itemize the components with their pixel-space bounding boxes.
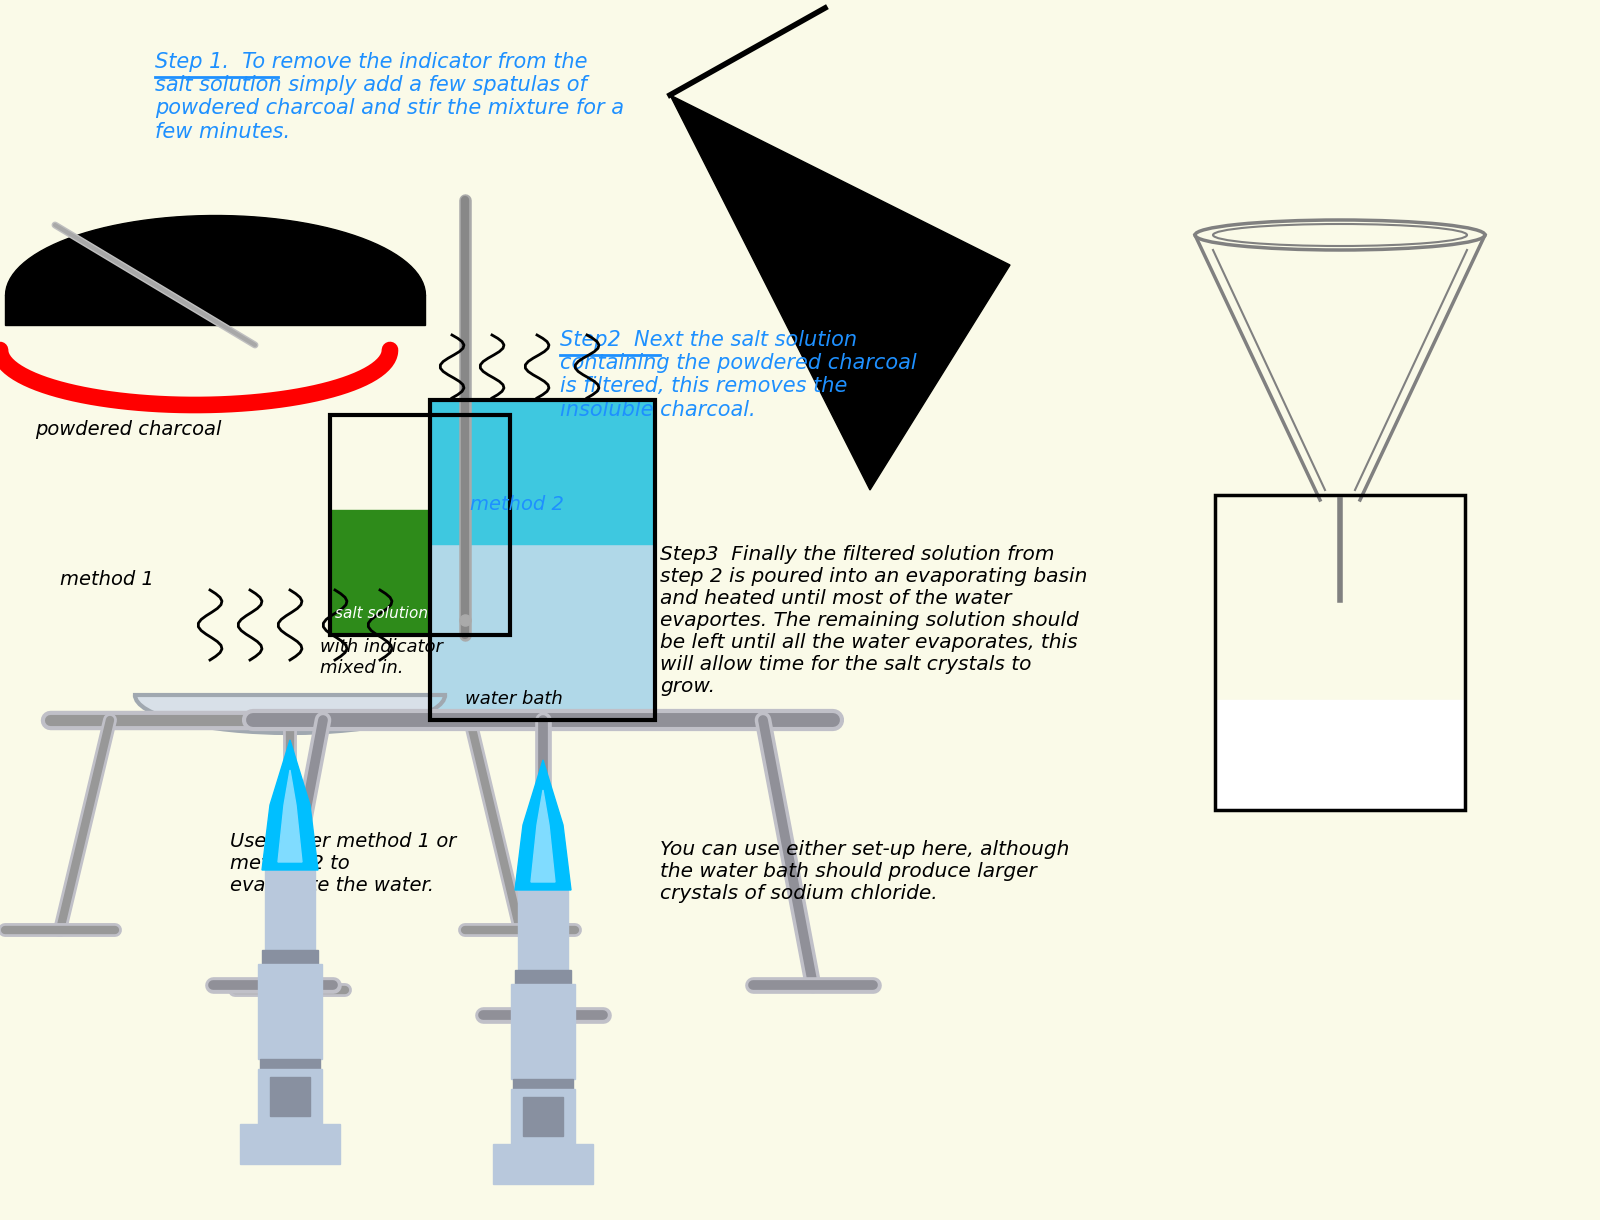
Polygon shape — [430, 544, 654, 720]
Bar — [523, 1097, 563, 1136]
Bar — [493, 1144, 594, 1183]
Bar — [259, 1059, 320, 1069]
Text: powdered charcoal: powdered charcoal — [35, 420, 221, 439]
Polygon shape — [531, 791, 555, 882]
Bar — [515, 970, 571, 985]
Polygon shape — [670, 95, 1010, 490]
Bar — [258, 1069, 322, 1124]
Bar — [510, 985, 574, 1078]
Bar — [240, 1124, 339, 1164]
Text: Step 1.  To remove the indicator from the
salt solution simply add a few spatula: Step 1. To remove the indicator from the… — [155, 52, 624, 142]
Text: water bath: water bath — [466, 691, 563, 708]
Bar — [266, 870, 315, 950]
Bar — [258, 964, 322, 1059]
Polygon shape — [134, 695, 445, 733]
Text: with indicator
mixed in.: with indicator mixed in. — [320, 638, 443, 677]
Text: Step3  Finally the filtered solution from
step 2 is poured into an evaporating b: Step3 Finally the filtered solution from… — [661, 545, 1088, 695]
Polygon shape — [278, 770, 302, 863]
Text: method 1: method 1 — [61, 570, 154, 589]
Polygon shape — [262, 741, 318, 870]
Polygon shape — [1214, 700, 1466, 810]
Text: Use either method 1 or
method 2 to
evaporate the water.: Use either method 1 or method 2 to evapo… — [230, 832, 456, 895]
Text: salt solution: salt solution — [334, 606, 429, 621]
Bar — [510, 1089, 574, 1144]
Text: You can use either set-up here, although
the water bath should produce larger
cr: You can use either set-up here, although… — [661, 841, 1069, 903]
Bar — [518, 891, 568, 970]
Bar — [262, 950, 318, 964]
Bar — [514, 1078, 573, 1089]
Bar — [270, 1077, 310, 1116]
Polygon shape — [5, 295, 426, 325]
Polygon shape — [330, 510, 510, 634]
Text: method 2: method 2 — [470, 495, 563, 514]
Text: Step2  Next the salt solution
containing the powdered charcoal
is filtered, this: Step2 Next the salt solution containing … — [560, 329, 917, 420]
Polygon shape — [515, 760, 571, 891]
Polygon shape — [430, 400, 654, 544]
